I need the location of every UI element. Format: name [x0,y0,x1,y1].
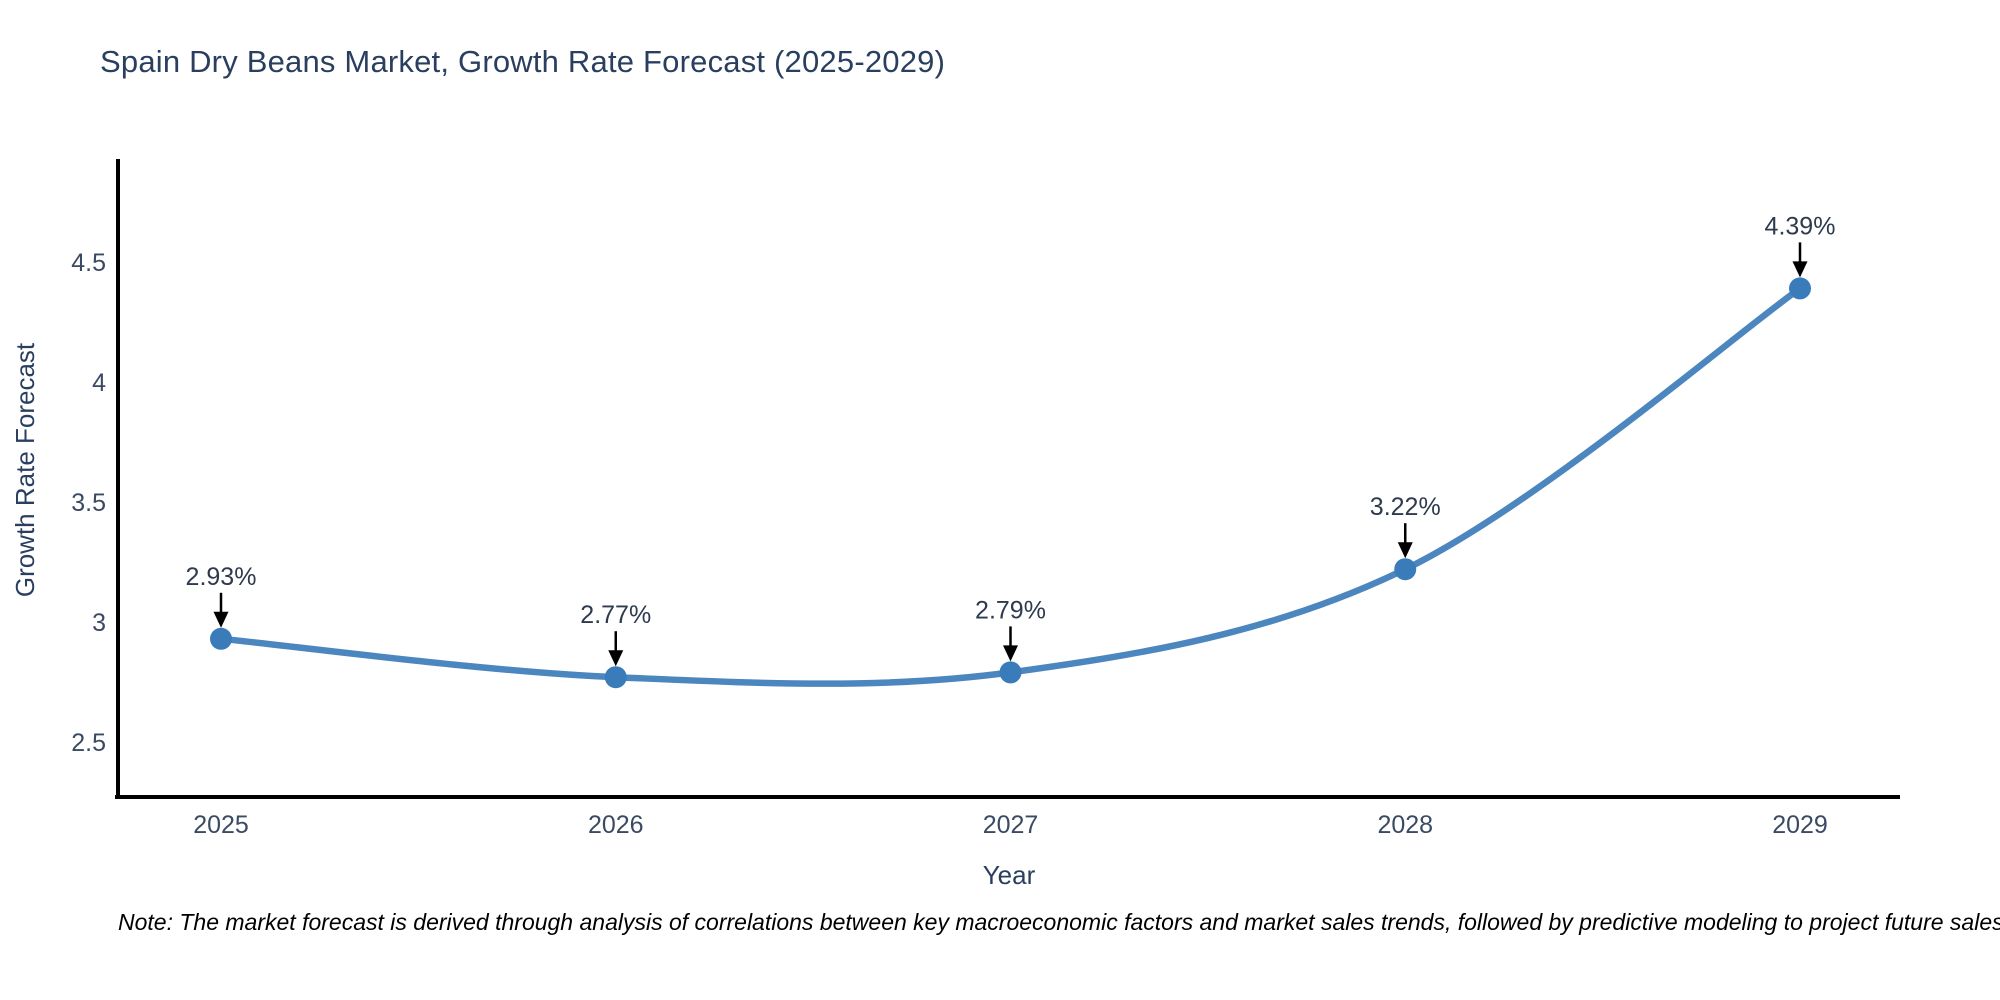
chart-title: Spain Dry Beans Market, Growth Rate Fore… [100,44,946,79]
y-tick-label: 3.5 [71,489,106,517]
point-value-label: 2.77% [580,601,651,629]
point-value-label: 3.22% [1370,493,1441,521]
x-tick-label: 2025 [193,811,249,839]
point-value-label: 4.39% [1765,212,1836,240]
y-axis-title: Growth Rate Forecast [10,342,40,597]
y-tick-label: 4 [92,369,106,397]
x-tick-label: 2026 [588,811,644,839]
series-line [217,285,1804,687]
annotation-arrow-head [608,650,624,667]
x-tick-label: 2029 [1772,811,1828,839]
y-tick-label: 3 [92,609,106,637]
annotation-arrow-head [1003,645,1018,662]
annotation-arrow-head [1792,261,1808,278]
annotation-arrow-head [1397,542,1413,559]
data-point [1394,558,1417,581]
y-tick-label: 4.5 [71,249,106,277]
y-tick-label: 2.5 [71,729,106,757]
data-point [604,666,627,689]
data-point [210,627,232,650]
x-axis-title: Year [983,860,1036,890]
data-point [999,661,1022,684]
x-tick-label: 2027 [983,811,1039,839]
data-point [1789,277,1811,300]
footnote: Note: The market forecast is derived thr… [118,909,2000,935]
annotation-arrow-head [213,611,229,628]
point-value-label: 2.93% [186,563,257,591]
point-value-label: 2.79% [975,596,1046,624]
x-tick-label: 2028 [1377,811,1433,839]
